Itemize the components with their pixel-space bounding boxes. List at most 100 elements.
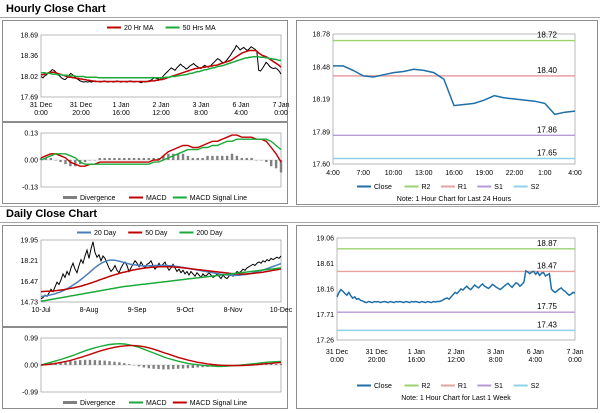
- daily-divergence-bar: [113, 361, 116, 365]
- hourly-divergence-bar: [191, 157, 195, 160]
- hourly-ma20-line: [41, 49, 282, 83]
- daily-divergence-bar: [137, 365, 141, 367]
- daily-macd-line: [40, 342, 282, 368]
- hourly-levels-xtick-0: 4:00: [326, 170, 340, 177]
- hourly-plot-frame: [40, 34, 282, 98]
- daily-levels-close-line: [336, 269, 576, 304]
- daily-top-divider: [0, 206, 600, 207]
- daily-levels-xtick-4-time: 8:00: [489, 357, 503, 364]
- daily-levels-legend-label-0: Close: [374, 383, 392, 390]
- daily-divergence-bar: [162, 365, 165, 370]
- daily-levels-xtick-6-time: 0:00: [568, 357, 582, 364]
- hourly-divergence-bar: [162, 155, 165, 160]
- hourly-divergence-bar: [196, 157, 199, 160]
- daily-price-panel: 19.95 18.21 16.47 14.73 10-Jul 8-Aug 9-Sep 9-Oc…: [2, 225, 293, 327]
- daily-levels-panel: 18.87 18.47 17.75 17.43 19.06 18.61 18.16 17.71…: [296, 225, 598, 409]
- hourly-divergence-bar: [103, 157, 106, 160]
- daily-levels-plot-frame: [336, 237, 576, 341]
- daily-macd-ytick-0: 0.99: [24, 336, 38, 343]
- hourly-levels-xtick-4: 16:00: [445, 170, 463, 177]
- daily-divergence-bar: [157, 365, 160, 370]
- daily-ytick-0: 19.95: [20, 238, 38, 245]
- daily-levels-ytick-0: 19.06: [316, 236, 334, 243]
- daily-levels-note: Note: 1 Hour Chart for Last 1 Week: [401, 395, 511, 402]
- hourly-xtick-2: 1 Jan: [112, 102, 129, 109]
- hourly-xtick-3-time: 12:00: [152, 110, 170, 117]
- hourly-divergence-bar: [64, 160, 67, 165]
- hourly-divergence-bar: [142, 157, 146, 160]
- daily-divergence-bar: [265, 363, 268, 365]
- hourly-divergence-bar: [186, 155, 190, 160]
- hourly-level-label-s2: 17.65: [537, 148, 558, 157]
- daily-ma200-line: [40, 267, 282, 302]
- daily-ma50-line: [40, 265, 282, 293]
- daily-levels-legend-label-3: S1: [494, 383, 503, 390]
- daily-level-label-r2: 18.87: [537, 239, 558, 248]
- hourly-section-title: Hourly Close Chart: [6, 3, 106, 15]
- hourly-macd-ytick-2: -0.13: [22, 185, 38, 192]
- hourly-divergence-bar: [216, 155, 219, 160]
- daily-macd-ytick-1: 0.00: [24, 363, 38, 370]
- daily-levels-ytick-3: 17.71: [316, 312, 334, 319]
- daily-legend-label-2: 200 Day: [196, 230, 223, 237]
- daily-ma20-line: [40, 259, 282, 298]
- hourly-divergence-bar: [245, 157, 248, 160]
- hourly-divergence-bar: [83, 160, 87, 163]
- daily-levels-xtick-5-time: 4:00: [529, 357, 543, 364]
- hourly-xtick-2-time: 16:00: [112, 110, 130, 117]
- daily-xtick-2: 9-Sep: [128, 307, 147, 314]
- hourly-divergence-bar: [230, 153, 234, 160]
- daily-macd-legend-swatch-0: [63, 401, 77, 404]
- hourly-macd-legend-label-1: MACD: [146, 195, 167, 202]
- hourly-levels-ytick-0: 18.78: [312, 32, 330, 39]
- hourly-divergence-bar: [206, 155, 209, 160]
- daily-divergence-bar: [147, 365, 150, 369]
- daily-divergence-bar: [64, 361, 67, 365]
- hourly-close-line: [40, 44, 282, 84]
- daily-divergence-bar: [176, 365, 180, 369]
- daily-levels-xtick-2: 1 Jan: [408, 349, 425, 356]
- daily-divergence-bar: [59, 362, 62, 365]
- daily-divergence-bar: [181, 365, 185, 369]
- hourly-macd-line: [40, 134, 282, 167]
- daily-levels-legend-label-4: S2: [531, 383, 540, 390]
- hourly-legend-label-0: 20 Hr MA: [124, 25, 154, 32]
- hourly-divergence-bar: [240, 157, 244, 160]
- daily-title-divider: [0, 222, 600, 223]
- hourly-divergence-bar: [147, 157, 150, 160]
- daily-ytick-2: 16.47: [20, 279, 38, 286]
- daily-levels-xtick-2-time: 16:00: [408, 357, 426, 364]
- daily-divergence-bar: [74, 360, 77, 365]
- daily-divergence-bar: [108, 361, 111, 365]
- hourly-macd-legend-swatch-0: [63, 196, 77, 199]
- hourly-xtick-6-time: 0:00: [274, 110, 288, 117]
- daily-levels-chart: 18.87 18.47 17.75 17.43 19.06 18.61 18.16 17.71…: [316, 236, 583, 403]
- daily-macd-legend-label-1: MACD: [146, 400, 167, 407]
- hourly-levels-note: Note: 1 Hour Chart for Last 24 Hours: [397, 196, 512, 203]
- hourly-divergence-bar: [49, 157, 52, 160]
- daily-level-label-s2: 17.43: [537, 320, 558, 329]
- daily-macd-chart: 0.99 0.00 -0.99 Divergence MACD MACD Signal L…: [22, 336, 283, 407]
- hourly-levels-legend-label-3: S1: [494, 184, 503, 191]
- hourly-divergence-bar: [118, 157, 121, 160]
- daily-divergence-bar: [93, 360, 97, 365]
- daily-divergence-bar: [83, 359, 87, 365]
- hourly-divergence-bar: [225, 155, 229, 160]
- hourly-divergence-bar: [127, 157, 131, 160]
- daily-level-label-s1: 17.75: [537, 302, 558, 311]
- daily-divergence-bar: [274, 363, 278, 365]
- hourly-xtick-1-time: 20:00: [72, 110, 90, 117]
- daily-levels-ytick-2: 18.16: [316, 287, 334, 294]
- hourly-levels-legend-label-4: S2: [531, 184, 540, 191]
- hourly-xtick-3: 2 Jan: [152, 102, 169, 109]
- hourly-xtick-0: 31 Dec: [30, 102, 53, 109]
- hourly-divergence-bar: [123, 157, 126, 160]
- hourly-divergence-bar: [176, 153, 180, 160]
- daily-levels-xtick-1: 31 Dec: [366, 349, 389, 356]
- daily-divergence-bar: [172, 365, 175, 370]
- daily-xtick-3: 9-Oct: [176, 307, 193, 314]
- daily-levels-xtick-0: 31 Dec: [326, 349, 349, 356]
- daily-divergence-bar: [69, 360, 72, 365]
- daily-levels-xtick-3-time: 12:00: [447, 357, 465, 364]
- hourly-divergence-bar: [270, 160, 273, 167]
